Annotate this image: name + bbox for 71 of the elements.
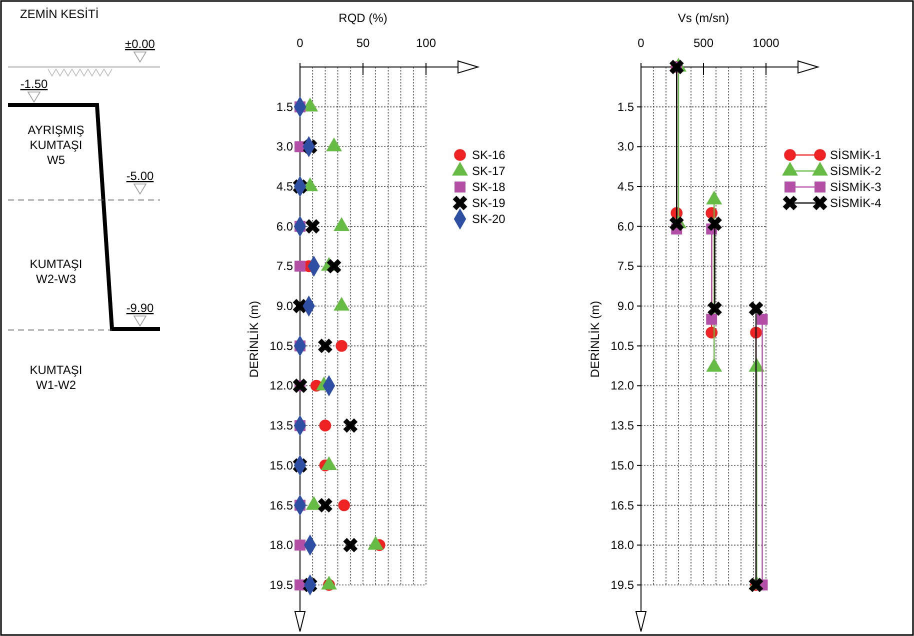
point [318, 498, 332, 512]
y-tick-label: 10.5 [610, 338, 634, 353]
legend-label: SK-17 [472, 164, 506, 178]
point [305, 219, 320, 234]
y-tick-label: 4.5 [276, 180, 294, 194]
point [343, 418, 358, 433]
point [336, 340, 348, 352]
y-tick-label: 6.0 [276, 219, 294, 234]
legend-label: SK-19 [472, 196, 506, 210]
text: ±0.00 [125, 37, 156, 51]
point [706, 326, 718, 339]
y-tick-label: 19.5 [610, 578, 634, 592]
legend-label: SK-20 [472, 212, 506, 226]
text: -5.00 [126, 169, 154, 183]
y-tick-label: 12.0 [610, 378, 634, 393]
point [708, 301, 722, 316]
text: KUMTAŞI W2-W3 [30, 257, 82, 286]
legend-label: SK-16 [472, 148, 506, 162]
y-tick-label: 16.5 [610, 498, 634, 512]
y-tick-label: 3.0 [617, 140, 634, 154]
y-axis-title: DERİNLİK (m) [247, 300, 261, 378]
y-tick-label: 13.5 [610, 418, 634, 433]
text: KUMTAŞI W1-W2 [30, 363, 82, 392]
y-tick-label: 16.5 [270, 498, 294, 512]
y-tick-label: 7.5 [617, 259, 634, 274]
point [338, 499, 350, 512]
y-tick-label: 12.0 [270, 378, 294, 393]
y-tick-label: 13.5 [270, 418, 294, 433]
x-tick-label: 500 [693, 36, 714, 50]
y-tick-label: 15.0 [610, 458, 634, 472]
point [294, 540, 306, 551]
text: ZEMİN KESİTİ [20, 7, 99, 21]
y-tick-label: 3.0 [276, 140, 294, 154]
legend-label: SİSMİK-3 [830, 180, 882, 194]
x-tick-label: 0 [296, 36, 304, 50]
x-tick-label: 0 [638, 36, 645, 50]
point [326, 258, 342, 274]
legend-label: SK-18 [472, 180, 506, 194]
y-tick-label: 6.0 [617, 219, 634, 234]
y-tick-label: 1.5 [617, 100, 634, 114]
legend-label: SİSMİK-1 [830, 148, 882, 162]
point [756, 314, 768, 325]
y-axis-title: DERİNLİK (m) [588, 300, 602, 378]
x-axis-title: Vs (m/sn) [678, 11, 730, 25]
text: -1.50 [20, 77, 48, 91]
y-tick-label: 1.5 [276, 100, 294, 114]
point [706, 314, 718, 325]
y-tick-label: 4.5 [617, 180, 634, 194]
point [669, 216, 684, 231]
point [319, 420, 332, 432]
x-axis-title: RQD (%) [338, 11, 388, 25]
point [343, 538, 358, 552]
point [708, 216, 722, 231]
y-tick-label: 9.0 [276, 299, 294, 314]
x-tick-label: 50 [356, 36, 370, 50]
y-tick-label: 19.5 [270, 578, 294, 592]
point [748, 301, 764, 316]
y-tick-label: 9.0 [617, 299, 634, 314]
legend-label: SİSMİK-4 [830, 196, 882, 210]
y-tick-label: 18.0 [610, 538, 634, 552]
y-tick-label: 18.0 [270, 538, 294, 552]
text: AYRIŞMIŞ KUMTAŞI W5 [28, 123, 84, 167]
point [318, 338, 332, 354]
x-tick-label: 100 [416, 36, 436, 50]
y-tick-label: 7.5 [276, 259, 294, 274]
x-tick-label: 1000 [752, 36, 780, 50]
y-tick-label: 15.0 [270, 458, 294, 472]
point [294, 260, 306, 272]
legend-label: SİSMİK-2 [830, 164, 882, 178]
text: -9.90 [126, 301, 154, 315]
y-tick-label: 10.5 [270, 338, 294, 353]
